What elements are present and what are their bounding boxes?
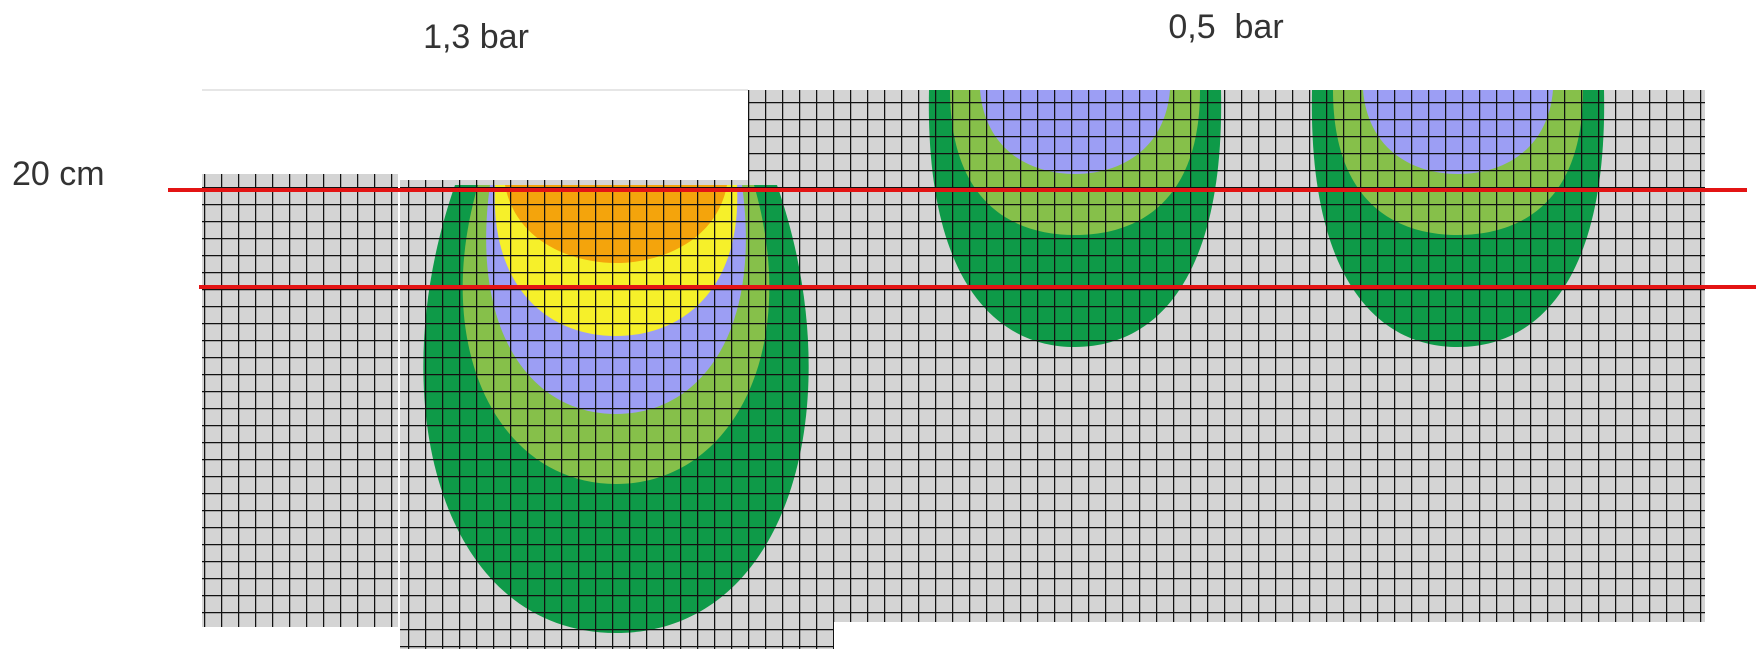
- pressure-label: 1,3 bar: [423, 18, 529, 56]
- soil-grid-right: [748, 90, 1705, 622]
- pressure-label: 0,5 bar: [1168, 8, 1283, 46]
- depth-label: 20 cm: [12, 155, 105, 193]
- soil-grid-middle: [400, 180, 834, 649]
- soil-grid-left: [202, 174, 398, 627]
